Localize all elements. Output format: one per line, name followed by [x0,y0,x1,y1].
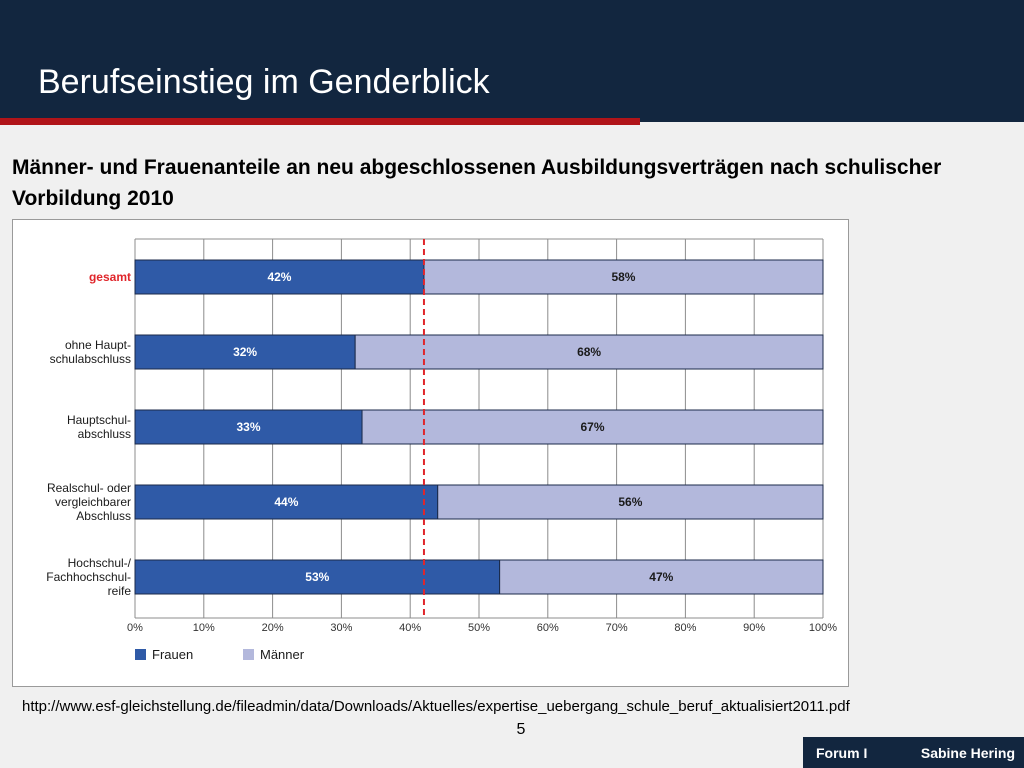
x-tick-label: 90% [743,622,765,634]
legend-label-frauen: Frauen [152,647,193,662]
category-label: Realschul- oder [47,481,131,495]
category-label: reife [108,584,132,598]
bar-frauen [134,559,501,595]
chart-container: 0% 10% 20% 30% 40% 50% 60% 70% 80% 90% 100% 42% 58% g… [12,219,849,687]
bar-frauen [134,409,363,445]
bar-maenner [423,259,824,295]
bar-maenner [499,559,824,595]
data-label-maenner: 67% [581,420,605,434]
data-label-frauen: 44% [274,495,298,509]
category-label: Fachhochschul- [46,570,131,584]
bar-maenner [361,409,824,445]
x-tick-label: 60% [537,622,559,634]
footer-bar: Forum I Sabine Hering [803,737,1024,768]
bar-maenner [437,484,824,520]
x-tick-label: 70% [606,622,628,634]
footer-author: Sabine Hering [920,745,1015,761]
data-label-maenner: 68% [577,345,601,359]
x-tick-label: 100% [809,622,837,634]
legend-swatch-frauen [135,649,146,660]
category-label: gesamt [89,270,131,284]
data-label-frauen: 33% [237,420,261,434]
category-label: schulabschluss [50,352,131,366]
x-tick-label: 20% [262,622,284,634]
page-number: 5 [516,721,526,738]
header-bar: Berufseinstieg im Genderblick [0,0,1024,122]
x-tick-label: 80% [674,622,696,634]
legend-label-maenner: Männer [260,647,305,662]
slide-title: Berufseinstieg im Genderblick [38,63,490,101]
category-label: Hochschul-/ [68,556,132,570]
data-label-maenner: 47% [649,570,673,584]
x-tick-label: 40% [399,622,421,634]
data-label-frauen: 32% [233,345,257,359]
source-link[interactable]: http://www.esf-gleichstellung.de/fileadm… [22,698,850,715]
category-label: ohne Haupt- [65,338,131,352]
category-label: Abschluss [76,509,131,523]
x-tick-label: 50% [468,622,490,634]
category-label: Hauptschul- [67,413,131,427]
x-tick-label: 10% [193,622,215,634]
x-tick-label: 0% [127,622,143,634]
data-label-frauen: 53% [305,570,329,584]
legend-swatch-maenner [243,649,254,660]
bar-maenner [354,334,824,370]
accent-line [0,118,640,125]
data-label-maenner: 56% [618,495,642,509]
footer-forum: Forum I [816,745,868,761]
data-label-maenner: 58% [611,270,635,284]
data-label-frauen: 42% [267,270,291,284]
category-label: abschluss [78,427,131,441]
bar-frauen [134,334,356,370]
category-label: vergleichbarer [55,495,131,509]
x-tick-label: 30% [330,622,352,634]
stacked-bar-chart: 0% 10% 20% 30% 40% 50% 60% 70% 80% 90% 100% 42% 58% g… [46,238,837,662]
bar-frauen [134,484,439,520]
chart-subtitle: Männer- und Frauenanteile an neu abgesch… [12,156,942,210]
